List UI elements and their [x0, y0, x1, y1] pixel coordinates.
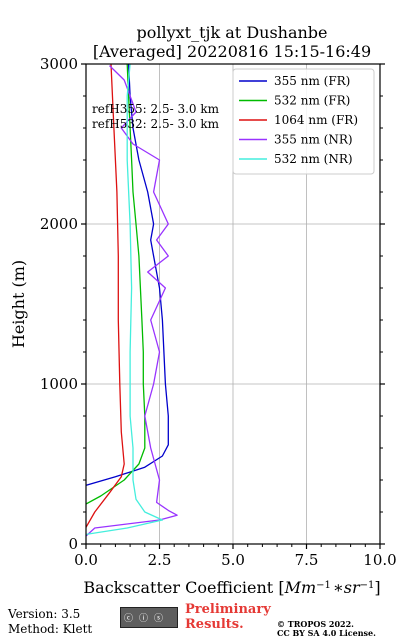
y-axis-label: Height (m): [9, 260, 28, 348]
ref-height-355: refH355: 2.5- 3.0 km: [92, 102, 220, 116]
x-axis-label-text: Backscatter Coefficient [: [83, 578, 284, 597]
series-line-2: [86, 64, 125, 529]
series-line-1: [86, 64, 146, 505]
copyright-line1: © TROPOS 2022.: [277, 619, 354, 629]
backscatter-profile-chart: pollyxt_tjk at Dushanbe [Averaged] 20220…: [9, 23, 397, 597]
version-text: Version: 3.5: [8, 607, 81, 621]
chart-title-line1: pollyxt_tjk at Dushanbe: [136, 23, 327, 42]
x-tick-label: 2.5: [148, 551, 172, 569]
x-axis-label: Backscatter Coefficient [Mm−1 ∗sr−1]: [83, 578, 380, 597]
x-axis-label-sup2: −1: [360, 580, 375, 591]
series-line-3: [86, 65, 178, 537]
cc-license-badge: ⓒ ⓘ ⓢ: [120, 607, 178, 628]
copyright-text: © TROPOS 2022. CC BY SA 4.0 License.: [277, 620, 376, 638]
x-axis-label-mult: ∗: [333, 578, 344, 597]
ref-height-532: refH532: 2.5- 3.0 km: [92, 117, 220, 131]
x-axis-label-units: Mm: [284, 578, 317, 597]
x-tick-label: 10.0: [363, 551, 396, 569]
by-icon: ⓘ: [139, 614, 149, 624]
legend-label-0: 355 nm (FR): [274, 74, 350, 88]
x-tick-label: 0.0: [74, 551, 98, 569]
x-axis-label-close: ]: [374, 578, 380, 597]
series-line-0: [86, 64, 169, 487]
x-axis-label-sup1: −1: [316, 580, 331, 591]
legend-label-2: 1064 nm (FR): [274, 113, 358, 127]
legend-label-3: 355 nm (NR): [274, 133, 353, 147]
x-axis-label-sr: sr: [344, 578, 361, 597]
copyright-line2: CC BY SA 4.0 License.: [277, 628, 376, 638]
chart-title-line2: [Averaged] 20220816 15:15-16:49: [93, 42, 371, 61]
legend: 355 nm (FR) 532 nm (FR) 1064 nm (FR) 355 nm…: [232, 68, 375, 175]
y-tick-label: 3000: [40, 55, 78, 73]
sa-icon: ⓢ: [154, 614, 164, 624]
series-lines: [86, 64, 178, 537]
legend-label-1: 532 nm (FR): [274, 94, 350, 108]
preliminary-results-text: Preliminary Results.: [185, 602, 271, 632]
legend-box: [232, 68, 375, 175]
method-text: Method: Klett: [8, 622, 93, 636]
axis-ticks: [81, 63, 385, 549]
x-tick-label: 7.5: [295, 551, 319, 569]
series-line-4: [86, 64, 164, 536]
y-tick-label: 1000: [40, 375, 78, 393]
x-tick-label: 5.0: [221, 551, 245, 569]
legend-label-4: 532 nm (NR): [274, 152, 353, 166]
y-tick-label: 0: [68, 535, 78, 553]
axis-tick-labels: 0.0 2.5 5.0 7.5 10.0 0 1000 2000 3000: [40, 55, 397, 569]
y-tick-label: 2000: [40, 215, 78, 233]
cc-icon: ⓒ: [124, 614, 134, 624]
